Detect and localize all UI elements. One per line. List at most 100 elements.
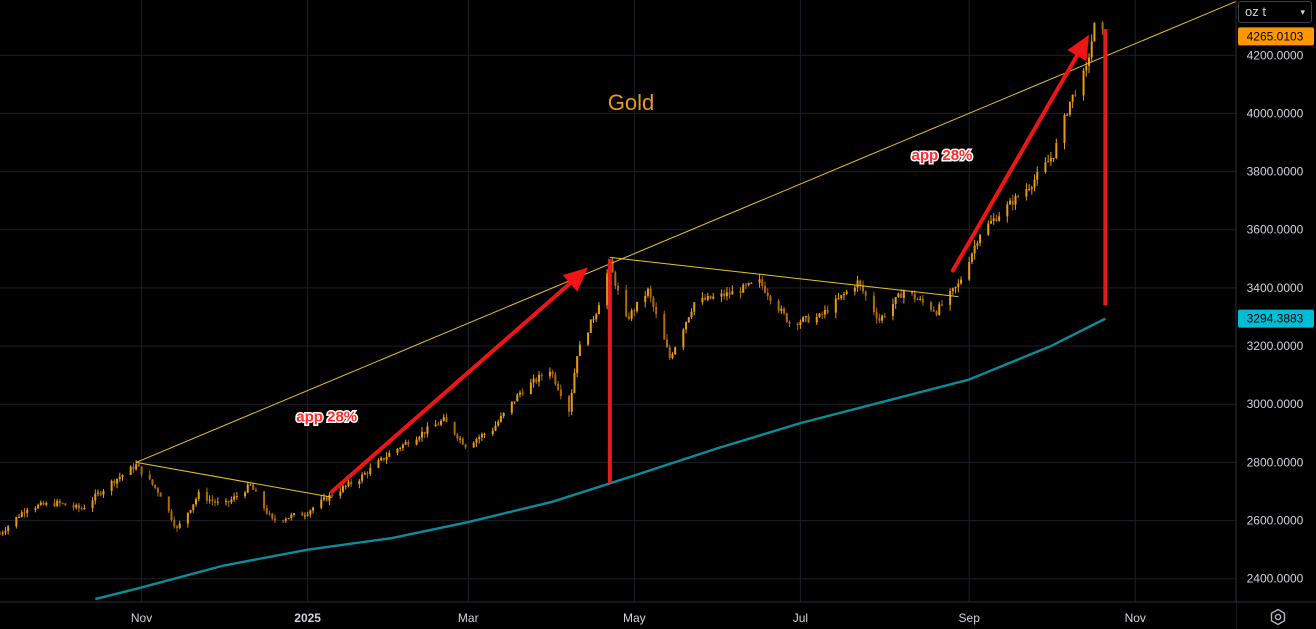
candle-body <box>445 417 448 423</box>
candle-body <box>1030 187 1033 189</box>
candle-body <box>891 303 894 316</box>
candle-body <box>437 424 440 426</box>
candle-body <box>175 526 178 528</box>
candle-body <box>516 394 519 402</box>
candle-body <box>208 499 211 501</box>
arrow-head <box>562 267 589 292</box>
candle-body <box>840 295 843 299</box>
candle-body <box>878 318 881 321</box>
candle-body <box>205 491 208 501</box>
candle-body <box>652 297 655 308</box>
candle-body <box>18 516 21 518</box>
candle-body <box>783 308 786 314</box>
candle-body <box>529 382 532 394</box>
candle-body <box>401 444 404 448</box>
candle-body <box>693 302 696 312</box>
candle-body <box>970 253 973 263</box>
candle-body <box>339 491 342 496</box>
candle-body <box>597 305 600 315</box>
candle-body <box>499 416 502 422</box>
chart-settings-button[interactable] <box>1266 606 1290 628</box>
candle-body <box>777 300 780 311</box>
candle-body <box>322 497 325 500</box>
candle-body <box>807 316 810 323</box>
time-tick-label: Nov <box>131 611 152 625</box>
candle-body <box>663 313 666 340</box>
drawing-tools-layer[interactable] <box>135 0 1237 498</box>
candle-body <box>1066 114 1069 116</box>
candle-body <box>611 261 614 273</box>
price-tick-label: 2600.0000 <box>1247 514 1304 528</box>
candle-body <box>744 284 747 286</box>
candle-body <box>113 480 116 484</box>
time-tick-label: 2025 <box>294 611 321 625</box>
candle-body <box>148 474 151 480</box>
candle-body <box>442 417 445 421</box>
candle-body <box>897 293 900 298</box>
trendline <box>135 0 1237 463</box>
price-axis-background <box>1236 0 1316 602</box>
candle-body <box>687 317 690 323</box>
candle-body <box>268 513 271 515</box>
candle-body <box>723 293 726 297</box>
candle-body <box>214 501 217 503</box>
candle-body <box>497 421 500 426</box>
candle-body <box>494 425 497 431</box>
candle-body <box>592 319 595 321</box>
annotation-label: app 28% <box>912 147 973 164</box>
price-axis[interactable]: 2400.0000 2600.0000 2800.0000 3000.0000 3200… <box>1235 0 1316 629</box>
candle-body <box>331 494 334 496</box>
candlestick-series <box>0 20 1107 536</box>
moving-average-line <box>94 317 1106 601</box>
time-axis[interactable]: Nov 2025 Mar May Jul Sep Nov <box>0 601 1316 629</box>
candle-body <box>859 280 862 286</box>
candle-body <box>472 442 475 448</box>
candle-body <box>951 288 954 291</box>
candle-body <box>34 508 37 510</box>
candle-body <box>883 315 886 317</box>
candle-body <box>290 514 293 518</box>
price-tick-label: 3000.0000 <box>1247 397 1304 411</box>
candle-body <box>377 460 380 468</box>
candle-body <box>627 316 630 319</box>
candle-body <box>630 310 633 319</box>
candle-body <box>197 491 200 500</box>
candle-body <box>502 412 505 417</box>
candle-body <box>796 323 799 326</box>
candle-body <box>135 464 138 470</box>
unit-selector[interactable]: oz t ▾ <box>1238 1 1312 23</box>
candle-body <box>521 392 524 394</box>
candle-body <box>1090 41 1093 58</box>
candle-body <box>464 444 467 448</box>
candle-body <box>573 373 576 393</box>
candle-body <box>159 492 162 497</box>
candle-body <box>263 491 266 509</box>
candle-body <box>358 480 361 485</box>
candle-body <box>818 313 821 317</box>
candle-body <box>1052 157 1055 159</box>
candle-body <box>75 504 78 508</box>
candle-body <box>785 313 788 322</box>
candle-body <box>940 304 943 306</box>
candle-body <box>1011 200 1014 205</box>
candle-body <box>244 492 247 497</box>
candle-body <box>121 474 124 477</box>
candle-body <box>894 297 897 304</box>
candle-body <box>750 282 753 284</box>
candle-body <box>709 295 712 299</box>
candle-body <box>968 262 971 280</box>
candle-body <box>211 499 214 502</box>
arrow-head <box>1067 34 1089 62</box>
candle-body <box>644 295 647 302</box>
candle-body <box>764 286 767 293</box>
candle-body <box>80 508 83 510</box>
candle-body <box>845 291 848 294</box>
candle-body <box>704 297 707 300</box>
price-tick-label: 4000.0000 <box>1247 106 1304 120</box>
candle-body <box>987 223 990 235</box>
candle-body <box>459 438 462 440</box>
candle-body <box>802 317 805 322</box>
candle-body <box>921 298 924 303</box>
candle-body <box>77 504 80 509</box>
